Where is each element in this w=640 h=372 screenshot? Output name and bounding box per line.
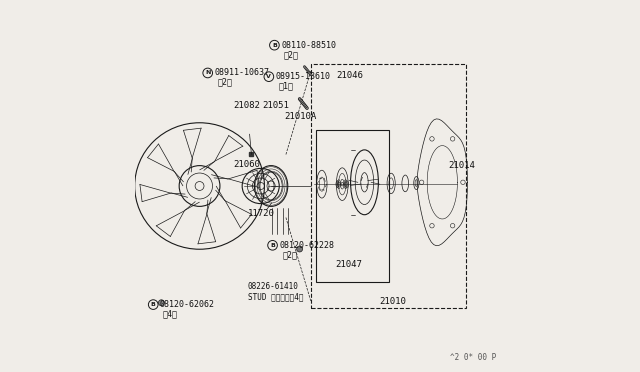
Text: 21051: 21051 bbox=[262, 101, 289, 110]
Text: B: B bbox=[151, 302, 156, 307]
Text: （2）: （2） bbox=[218, 78, 232, 87]
Bar bbox=[311, 64, 467, 308]
Text: 08915-13610: 08915-13610 bbox=[276, 72, 330, 81]
Text: ^2 0* 00 P: ^2 0* 00 P bbox=[450, 353, 496, 362]
Text: （4）: （4） bbox=[163, 310, 178, 318]
Text: 08911-10637: 08911-10637 bbox=[214, 68, 269, 77]
Text: 08120-62062: 08120-62062 bbox=[160, 300, 215, 309]
Text: 08226-61410
STUD スタッド（4）: 08226-61410 STUD スタッド（4） bbox=[248, 282, 303, 302]
Text: 21046: 21046 bbox=[337, 71, 364, 80]
Text: 21047: 21047 bbox=[335, 260, 362, 269]
Text: 21082: 21082 bbox=[233, 101, 260, 110]
Bar bbox=[316, 131, 388, 282]
Text: 08110-88510: 08110-88510 bbox=[281, 41, 336, 50]
Circle shape bbox=[297, 246, 303, 252]
Text: （2）: （2） bbox=[284, 50, 299, 59]
Text: 21014: 21014 bbox=[448, 161, 475, 170]
Text: （1）: （1） bbox=[278, 81, 294, 90]
Circle shape bbox=[159, 300, 164, 306]
Text: V: V bbox=[266, 74, 271, 79]
Text: 21010: 21010 bbox=[380, 297, 406, 306]
Text: B: B bbox=[272, 43, 277, 48]
Text: B: B bbox=[270, 243, 275, 248]
Text: 11720: 11720 bbox=[248, 208, 275, 218]
Text: （2）: （2） bbox=[282, 250, 297, 259]
Text: N: N bbox=[205, 70, 211, 76]
Text: 21010A: 21010A bbox=[285, 112, 317, 121]
Text: 21060: 21060 bbox=[233, 160, 260, 169]
Text: 08120-62228: 08120-62228 bbox=[279, 241, 334, 250]
